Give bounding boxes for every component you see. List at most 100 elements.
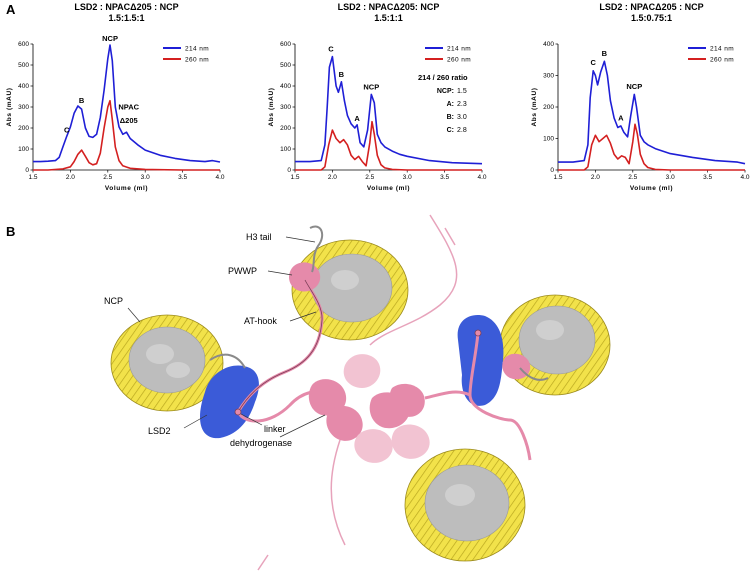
label-pwwp: PWWP: [228, 266, 257, 276]
chart-title: LSD2 : NPACΔ205 : NCP: [74, 2, 178, 12]
peak-label: NCP: [102, 34, 118, 43]
x-tick-label: 3.0: [666, 174, 675, 181]
x-axis-label: Volume (ml): [105, 185, 148, 192]
legend-label: 260 nm: [710, 56, 734, 63]
x-tick-label: 1.5: [28, 174, 37, 181]
label-linker: linker: [264, 424, 286, 434]
y-tick-label: 500: [18, 62, 29, 69]
series-line-214-nm: [295, 55, 483, 165]
chart-title: LSD2 : NPACΔ205: NCP: [338, 2, 440, 12]
ratio-value: 1.5: [457, 88, 467, 95]
peak-label: NCP: [626, 82, 642, 91]
nucleosome-right: [499, 294, 611, 396]
series-line-260-nm: [33, 99, 220, 171]
npac-tether-line: [369, 214, 458, 346]
ratio-value: 2.8: [457, 127, 467, 134]
peak-label: C: [590, 58, 596, 67]
ratio-value: 2.3: [457, 101, 467, 108]
npac-tether-line: [330, 439, 346, 546]
npac-linker: [424, 390, 471, 400]
peak-label: Δ205: [120, 116, 138, 125]
peak-label: C: [64, 125, 70, 134]
y-tick-label: 200: [18, 125, 29, 132]
h3-tail: [519, 367, 549, 381]
y-tick-label: 0: [25, 167, 29, 174]
callout-line: [267, 270, 293, 276]
y-tick-label: 200: [280, 125, 291, 132]
label-lsd2: LSD2: [148, 426, 171, 436]
nucleosome-bottom: [404, 448, 526, 562]
x-tick-label: 3.5: [703, 174, 712, 181]
nucleosome-left: [110, 314, 224, 412]
ratio-title: 214 / 260 ratio: [418, 73, 468, 82]
x-tick-label: 4.0: [477, 174, 486, 181]
schematic: H3 tail PWWP AT-hook NCP linker LSD2 deh…: [104, 214, 611, 571]
lsd2-left: [200, 365, 259, 439]
peak-label: B: [602, 49, 608, 58]
x-tick-label: 1.5: [290, 174, 299, 181]
series-line-260-nm: [558, 123, 745, 171]
label-at-hook: AT-hook: [244, 316, 277, 326]
y-tick-label: 600: [280, 41, 291, 48]
series-line-214-nm: [33, 44, 221, 163]
ratio-value: 3.0: [457, 114, 467, 121]
y-tick-label: 600: [18, 41, 29, 48]
h3-tail: [309, 225, 324, 273]
panel-b-letter: B: [6, 224, 15, 239]
y-tick-label: 400: [18, 83, 29, 90]
y-axis-label: Abs (mAU): [6, 88, 13, 127]
x-tick-label: 3.5: [178, 174, 187, 181]
legend-label: 214 nm: [185, 45, 209, 52]
callout-line: [285, 236, 316, 243]
npac-linker: [237, 279, 323, 413]
x-tick-label: 3.0: [403, 174, 412, 181]
y-tick-label: 500: [280, 62, 291, 69]
x-tick-label: 1.5: [553, 174, 562, 181]
peak-label: NCP: [363, 82, 379, 91]
series-line-260-nm: [295, 120, 482, 171]
x-tick-label: 4.0: [740, 174, 749, 181]
x-tick-label: 3.0: [141, 174, 150, 181]
legend-label: 214 nm: [710, 45, 734, 52]
chart-title: LSD2 : NPACΔ205 : NCP: [599, 2, 703, 12]
npac-linker: [468, 332, 532, 461]
peak-label: A: [618, 113, 624, 122]
npac-tether-dash: [257, 227, 456, 571]
chart-subtitle: 1.5:1.5:1: [108, 13, 144, 23]
chart-subtitle: 1.5:0.75:1: [631, 13, 672, 23]
y-tick-label: 100: [543, 136, 554, 143]
callout-line: [279, 414, 326, 438]
x-tick-label: 2.0: [66, 174, 75, 181]
y-tick-label: 400: [280, 83, 291, 90]
x-tick-label: 2.0: [591, 174, 600, 181]
label-ncp: NCP: [104, 296, 123, 306]
x-axis-label: Volume (ml): [367, 185, 410, 192]
legend-label: 260 nm: [185, 56, 209, 63]
linker-node: [474, 329, 482, 337]
callout-line: [240, 413, 263, 426]
panel-a-letter: A: [6, 2, 16, 17]
label-dehydrogenase: dehydrogenase: [230, 438, 292, 448]
y-tick-label: 100: [280, 146, 291, 153]
legend-label: 214 nm: [447, 45, 471, 52]
label-h3-tail: H3 tail: [246, 232, 272, 242]
y-tick-label: 400: [543, 41, 554, 48]
lsd2-right: [457, 315, 504, 406]
x-tick-label: 2.5: [365, 174, 374, 181]
chart-subtitle: 1.5:1:1: [374, 13, 403, 23]
ratio-label: NCP:: [437, 88, 454, 95]
x-tick-label: 2.0: [328, 174, 337, 181]
x-tick-label: 3.5: [440, 174, 449, 181]
peak-label: A: [354, 114, 360, 123]
y-tick-label: 300: [280, 104, 291, 111]
pwwp-domain: [289, 262, 321, 292]
x-tick-label: 2.5: [628, 174, 637, 181]
callout-line: [127, 307, 141, 323]
y-tick-label: 0: [550, 167, 554, 174]
ratio-label: C:: [447, 127, 454, 134]
nucleosome-top: [291, 239, 409, 341]
